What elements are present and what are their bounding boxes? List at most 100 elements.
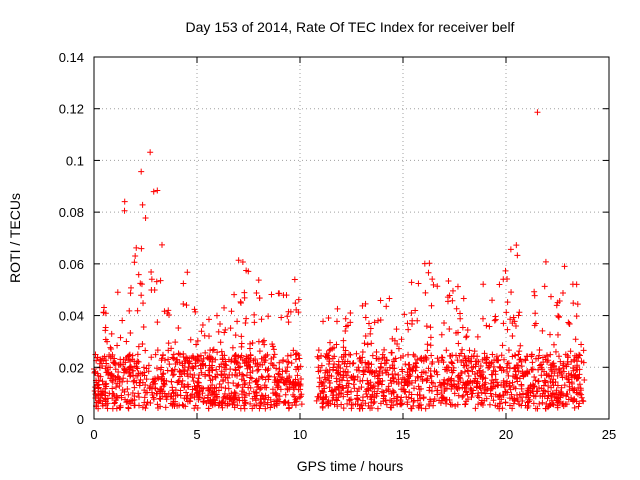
data-point xyxy=(270,354,277,361)
data-point xyxy=(402,361,409,368)
data-point xyxy=(456,385,463,392)
data-point xyxy=(405,375,412,382)
data-point xyxy=(137,376,144,383)
data-point xyxy=(172,339,179,346)
data-point xyxy=(121,369,128,376)
data-point xyxy=(529,359,536,366)
data-point xyxy=(469,368,476,375)
data-point xyxy=(314,393,321,400)
data-point xyxy=(141,394,148,401)
data-point xyxy=(474,392,481,399)
data-point xyxy=(538,385,545,392)
data-point xyxy=(498,352,505,359)
data-point xyxy=(147,400,154,407)
data-point xyxy=(385,386,392,393)
data-point xyxy=(326,367,333,374)
data-point xyxy=(190,377,197,384)
data-point xyxy=(565,354,572,361)
data-point xyxy=(511,397,518,404)
data-point xyxy=(257,402,264,409)
data-point xyxy=(578,341,585,348)
data-point xyxy=(294,364,301,371)
data-point xyxy=(257,384,264,391)
data-point xyxy=(478,389,485,396)
data-point xyxy=(331,361,338,368)
data-point xyxy=(551,370,558,377)
data-point xyxy=(476,383,483,390)
data-point xyxy=(463,333,470,340)
data-point xyxy=(260,395,267,402)
data-point xyxy=(353,350,360,357)
data-point xyxy=(261,341,268,348)
data-point xyxy=(219,356,226,363)
data-point xyxy=(221,304,228,311)
data-point xyxy=(550,382,557,389)
data-point xyxy=(336,390,343,397)
data-point xyxy=(215,402,222,409)
data-point xyxy=(384,367,391,374)
data-point xyxy=(92,370,99,377)
data-point xyxy=(168,368,175,375)
data-point xyxy=(504,299,511,306)
data-point xyxy=(144,399,151,406)
data-point xyxy=(112,366,119,373)
data-point xyxy=(376,368,383,375)
data-point xyxy=(255,366,262,373)
data-point xyxy=(401,376,408,383)
data-point xyxy=(243,353,250,360)
data-point xyxy=(358,402,365,409)
data-point xyxy=(514,252,521,259)
data-point xyxy=(201,332,208,339)
data-point xyxy=(143,376,150,383)
data-point xyxy=(391,358,398,365)
data-point xyxy=(200,355,207,362)
data-point xyxy=(162,393,169,400)
data-point xyxy=(154,347,161,354)
data-point xyxy=(276,366,283,373)
data-point xyxy=(440,359,447,366)
data-point xyxy=(419,376,426,383)
data-point xyxy=(456,374,463,381)
data-point xyxy=(460,295,467,302)
data-point xyxy=(548,372,555,379)
data-point xyxy=(183,389,190,396)
data-point xyxy=(135,358,142,365)
data-point xyxy=(463,334,470,341)
data-point xyxy=(100,309,107,316)
data-point xyxy=(576,400,583,407)
data-point xyxy=(335,387,342,394)
data-point xyxy=(360,367,367,374)
data-point xyxy=(500,377,507,384)
data-point xyxy=(393,326,400,333)
data-point xyxy=(371,388,378,395)
data-point xyxy=(206,387,213,394)
data-point xyxy=(504,326,511,333)
data-point xyxy=(522,357,529,364)
data-point xyxy=(267,404,274,411)
data-point xyxy=(506,365,513,372)
data-point xyxy=(142,389,149,396)
data-point xyxy=(241,289,248,296)
data-point xyxy=(246,379,253,386)
data-point xyxy=(121,198,128,205)
data-point xyxy=(493,353,500,360)
data-point xyxy=(125,356,132,363)
data-point xyxy=(284,364,291,371)
data-point xyxy=(460,392,467,399)
data-point xyxy=(222,361,229,368)
data-point xyxy=(313,397,320,404)
data-point xyxy=(104,338,111,345)
data-point xyxy=(410,351,417,358)
data-point xyxy=(486,401,493,408)
data-point xyxy=(249,340,256,347)
data-point xyxy=(339,358,346,365)
data-point xyxy=(407,405,414,412)
data-point xyxy=(218,384,225,391)
data-point xyxy=(111,355,118,362)
data-point xyxy=(127,357,134,364)
data-point xyxy=(512,365,519,372)
data-point xyxy=(170,355,177,362)
data-point xyxy=(428,302,435,309)
data-point xyxy=(177,387,184,394)
